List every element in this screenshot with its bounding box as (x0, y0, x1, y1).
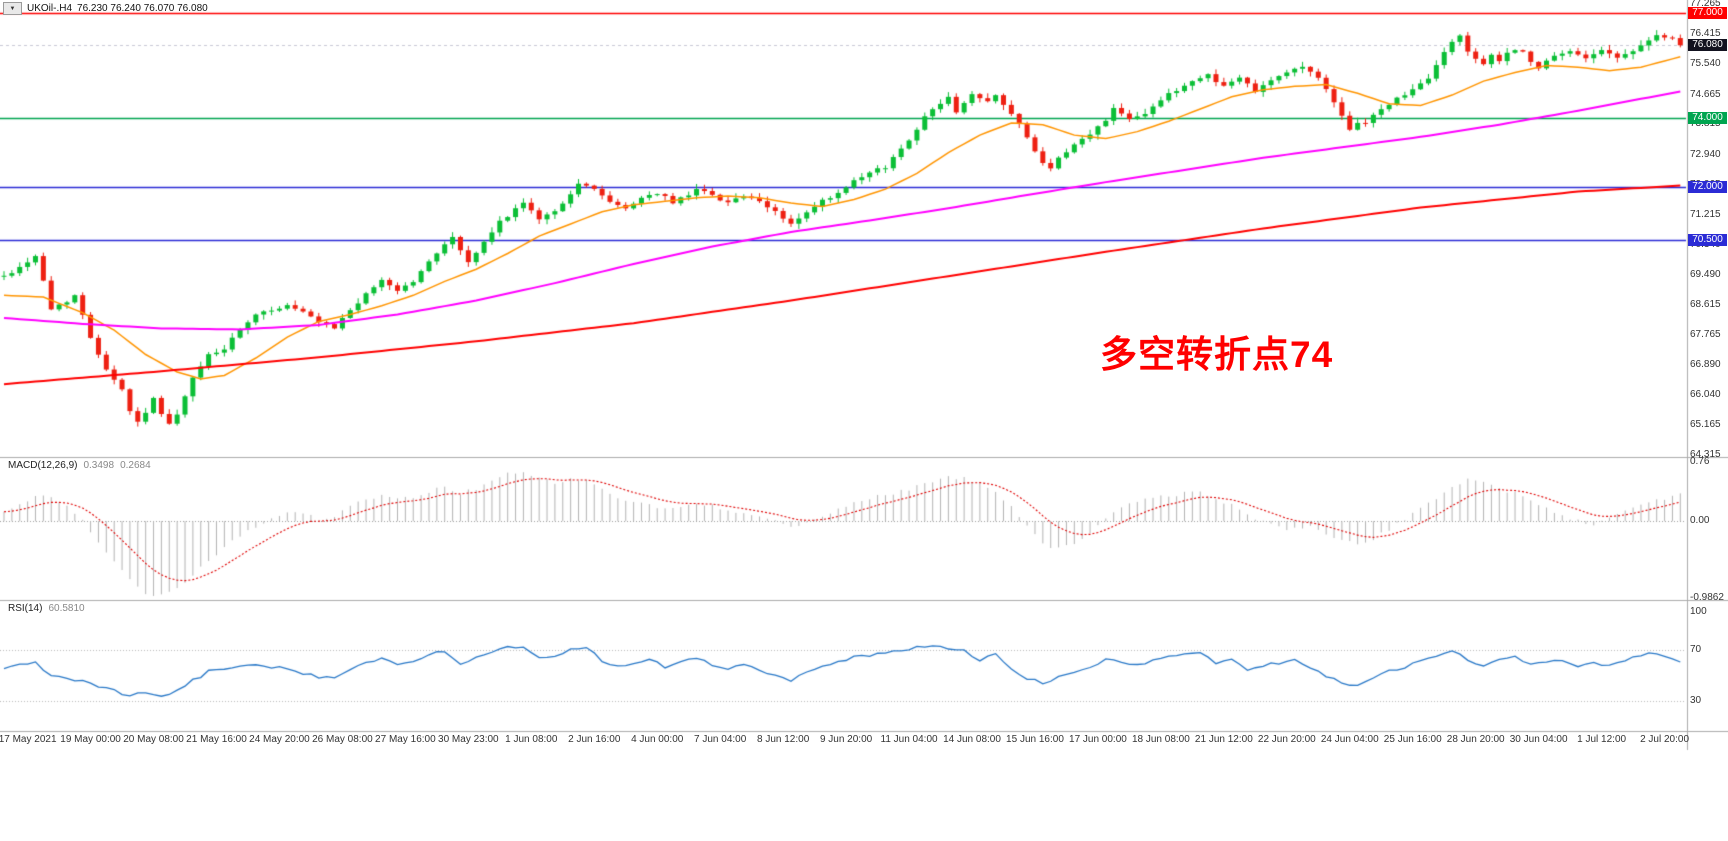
symbol-timeframe-label: UKOil-.H4 (27, 3, 73, 14)
time-axis-label: 26 May 08:00 (312, 734, 373, 745)
time-axis-label: 22 Jun 20:00 (1257, 734, 1316, 745)
time-axis-label: 30 Jun 04:00 (1509, 734, 1568, 745)
time-axis-label: 24 May 20:00 (249, 734, 310, 745)
time-axis-label: 1 Jul 12:00 (1577, 734, 1627, 745)
macd-signal-value: 0.2684 (120, 460, 151, 471)
rsi-value: 60.5810 (48, 603, 85, 614)
time-axis-label: 1 Jun 08:00 (505, 734, 558, 745)
price-tick-label: 72.940 (1690, 148, 1721, 160)
price-tick-label: 77.265 (1690, 0, 1721, 9)
price-tick-label: 64.315 (1690, 449, 1721, 460)
level-price-badge: 72.000 (1688, 181, 1727, 194)
price-tick-label: 68.615 (1690, 299, 1721, 311)
time-axis-label: 25 Jun 16:00 (1383, 734, 1442, 745)
time-axis-label: 2 Jun 16:00 (568, 734, 621, 745)
ohlc-readout: 76.230 76.240 76.070 76.080 (77, 3, 208, 14)
macd-main-value: 0.3498 (83, 460, 115, 471)
price-tick-label: 69.490 (1690, 268, 1721, 280)
time-axis-label: 21 May 16:00 (186, 734, 247, 745)
macd-indicator-header: MACD(12,26,9) 0.3498 0.2684 (8, 460, 151, 471)
price-tick-label: 76.415 (1690, 27, 1721, 39)
rsi-name: RSI(14) (8, 603, 43, 614)
symbol-dropdown-button[interactable]: ▼ (3, 2, 22, 15)
level-price-badge: 70.500 (1688, 233, 1727, 246)
macd-name: MACD(12,26,9) (8, 460, 78, 471)
time-axis-label: 8 Jun 12:00 (756, 734, 810, 745)
macd-axis-label: 0.00 (1690, 515, 1710, 527)
time-axis-label: 21 Jun 12:00 (1194, 734, 1253, 745)
time-axis-label: 24 Jun 04:00 (1320, 734, 1379, 745)
macd-axis-label: 0.76 (1690, 456, 1710, 467)
time-axis-label: 30 May 23:00 (438, 734, 499, 745)
time-axis-label: 11 Jun 04:00 (880, 734, 938, 745)
price-tick-label: 74.665 (1690, 88, 1721, 100)
rsi-indicator-header: RSI(14) 60.5810 (8, 603, 85, 614)
time-axis-label: 14 Jun 08:00 (943, 734, 1001, 745)
time-axis-label: 9 Jun 20:00 (819, 734, 873, 745)
rsi-axis-label: 100 (1690, 605, 1707, 617)
time-axis-label: 15 Jun 16:00 (1006, 734, 1064, 745)
time-axis-label: 4 Jun 00:00 (631, 734, 684, 745)
price-tick-label: 71.215 (1690, 208, 1721, 220)
price-tick-label: 66.890 (1690, 359, 1721, 371)
rsi-axis-label: 70 (1690, 644, 1702, 655)
level-price-badge: 74.000 (1688, 111, 1727, 124)
macd-axis-label: -0.9862 (1690, 592, 1724, 603)
time-axis-label: 20 May 08:00 (123, 734, 184, 745)
chart-annotation-text: 多空转折点74 (1100, 334, 1334, 375)
price-tick-label: 75.540 (1690, 58, 1721, 70)
level-price-badge: 77.000 (1688, 7, 1727, 20)
time-axis-label: 17 Jun 00:00 (1069, 734, 1127, 745)
price-tick-label: 65.165 (1690, 419, 1721, 431)
time-axis-label: 19 May 00:00 (60, 734, 121, 745)
quote-bar: ▼ UKOil-.H4 76.230 76.240 76.070 76.080 (3, 2, 208, 15)
time-axis-label: 17 May 2021 (0, 734, 57, 745)
time-axis-label: 27 May 16:00 (375, 734, 436, 745)
time-axis-label: 7 Jun 04:00 (694, 734, 747, 745)
price-tick-label: 66.040 (1690, 388, 1721, 400)
rsi-axis-label: 30 (1690, 695, 1702, 706)
time-axis-label: 2 Jul 20:00 (1640, 734, 1690, 745)
time-axis-label: 28 Jun 20:00 (1446, 734, 1505, 745)
current-price-badge: 76.080 (1688, 39, 1727, 52)
price-tick-label: 67.765 (1690, 328, 1721, 340)
time-axis-label: 18 Jun 08:00 (1131, 734, 1190, 745)
